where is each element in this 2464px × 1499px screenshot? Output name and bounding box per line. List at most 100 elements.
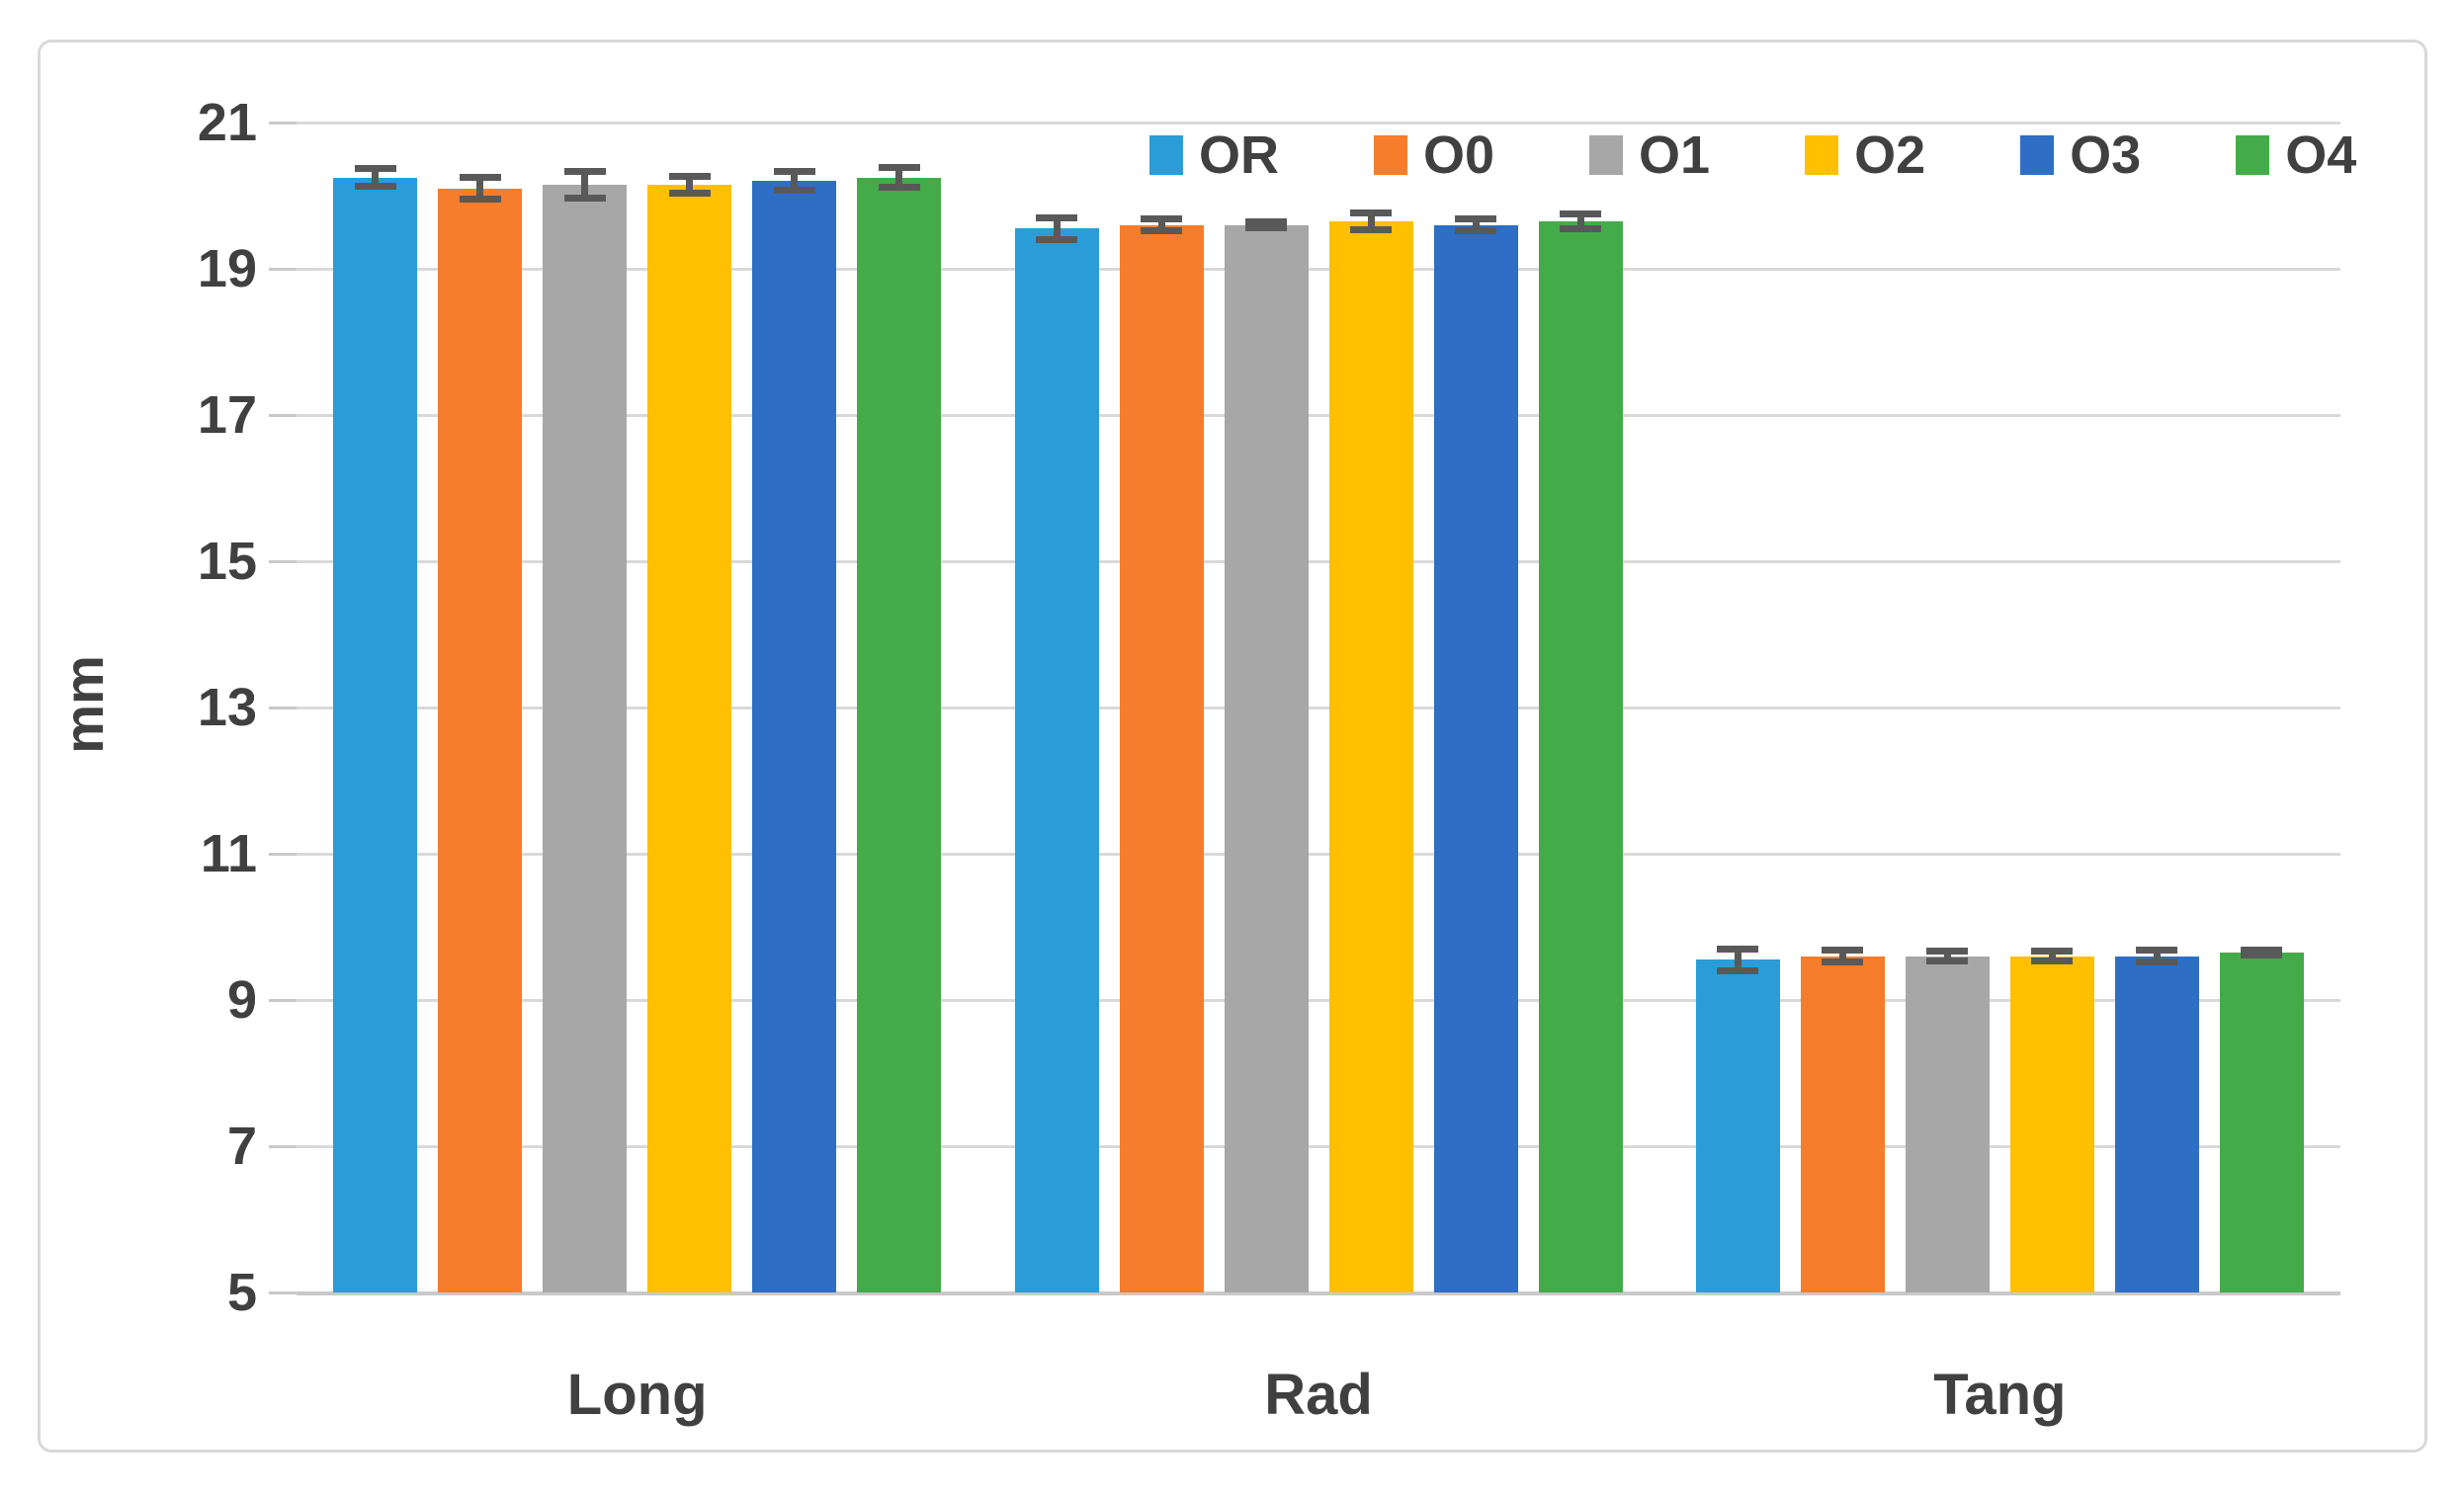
legend-item-or: OR (1149, 128, 1279, 182)
gridline (297, 559, 2340, 563)
bar-o2-long (647, 184, 732, 1292)
error-bar-cap-bottom (1245, 224, 1287, 232)
bar-o3-long (752, 181, 837, 1292)
error-bar-cap-bottom (1455, 227, 1496, 235)
x-axis-line (297, 1291, 2340, 1295)
error-bar-cap-top (459, 174, 501, 181)
y-tick-label: 11 (200, 824, 257, 883)
error-bar-cap-bottom (1141, 227, 1182, 235)
error-bar-cap-top (2031, 947, 2074, 955)
legend-item-o2: O2 (1805, 128, 1925, 182)
bar-o1-tang (1905, 956, 1990, 1292)
gridline (297, 413, 2340, 417)
error-bar-cap-top (2241, 947, 2283, 955)
error-bar-line (1943, 951, 1951, 961)
error-bar-cap-top (1141, 215, 1182, 223)
error-bar-line (1367, 212, 1375, 230)
error-bar-cap-bottom (563, 194, 606, 202)
legend-label: O2 (1854, 125, 1926, 185)
legend-swatch-icon (2020, 135, 2055, 175)
error-bar-line (1053, 217, 1061, 240)
y-tick-label: 13 (197, 678, 257, 737)
y-axis-title: mm (52, 655, 115, 754)
y-tick-mark (269, 413, 297, 417)
error-bar-line (2048, 951, 2056, 961)
y-tick-mark (269, 1291, 297, 1294)
gridline (297, 267, 2340, 271)
x-category-label-long: Long (566, 1363, 708, 1427)
y-tick-mark (269, 1144, 297, 1148)
error-bar-cap-bottom (2031, 958, 2074, 965)
error-bar-line (372, 168, 380, 187)
error-bar-cap-bottom (1926, 958, 1969, 965)
error-bar-cap-top (773, 168, 815, 176)
legend-item-o4: O4 (2236, 128, 2356, 182)
y-tick-mark (269, 559, 297, 563)
error-bar-line (1838, 950, 1846, 962)
error-bar-cap-bottom (2241, 951, 2283, 958)
legend-label: O4 (2285, 125, 2357, 185)
y-tick-label: 21 (197, 93, 257, 152)
y-tick-label: 17 (197, 385, 257, 445)
legend-item-o0: O0 (1374, 128, 1494, 182)
gridline (297, 121, 2340, 125)
y-tick-mark (269, 706, 297, 709)
error-bar-line (1576, 213, 1584, 229)
bar-o0-tang (1800, 956, 1885, 1292)
bar-or-long (333, 177, 418, 1292)
legend-label: O0 (1423, 125, 1495, 185)
error-bar-cap-top (1350, 208, 1392, 216)
bar-o4-long (857, 177, 942, 1292)
y-tick-mark (269, 852, 297, 856)
y-tick-mark (269, 998, 297, 1002)
y-tick-label: 19 (197, 239, 257, 298)
error-bar-cap-top (878, 164, 920, 172)
legend-item-o1: O1 (1589, 128, 1710, 182)
gridline (297, 852, 2340, 856)
y-tick-label: 5 (226, 1263, 257, 1322)
bar-o0-long (438, 188, 523, 1292)
bar-o1-long (543, 184, 628, 1292)
error-bar-cap-bottom (354, 182, 396, 190)
bar-o1-rad (1224, 224, 1309, 1292)
gridline (297, 1144, 2340, 1148)
error-bar-line (686, 176, 694, 194)
error-bar-cap-bottom (668, 190, 711, 198)
legend-label: OR (1199, 125, 1279, 185)
error-bar-cap-top (563, 168, 606, 176)
error-bar-cap-top (1036, 213, 1077, 221)
bar-o2-tang (2009, 956, 2094, 1292)
legend-swatch-icon (1589, 135, 1624, 175)
error-bar-cap-top (2136, 947, 2178, 955)
error-bar-line (791, 171, 799, 191)
bar-o4-tang (2219, 952, 2304, 1292)
error-bar-line (1472, 218, 1480, 231)
legend-item-o3: O3 (2020, 128, 2141, 182)
error-bar-cap-bottom (1350, 226, 1392, 234)
error-bar-cap-top (1455, 215, 1496, 223)
error-bar-line (2153, 950, 2161, 962)
bar-o4-rad (1538, 220, 1623, 1292)
bar-o3-rad (1433, 224, 1518, 1292)
gridline (297, 998, 2340, 1002)
error-bar-cap-bottom (1036, 235, 1077, 243)
legend-swatch-icon (2236, 135, 2270, 175)
legend-label: O3 (2070, 125, 2142, 185)
error-bar-cap-bottom (878, 183, 920, 191)
error-bar-cap-bottom (2136, 958, 2178, 966)
error-bar-cap-bottom (1822, 958, 1864, 966)
legend-label: O1 (1639, 125, 1711, 185)
y-tick-label: 7 (226, 1117, 257, 1176)
y-tick-label: 9 (226, 970, 257, 1030)
bar-or-rad (1014, 228, 1099, 1292)
error-bar-cap-top (1560, 210, 1601, 217)
x-category-label-rad: Rad (1264, 1363, 1373, 1427)
y-tick-mark (269, 121, 297, 125)
x-category-label-tang: Tang (1933, 1363, 2067, 1427)
error-bar-cap-bottom (773, 187, 815, 195)
bar-or-tang (1695, 959, 1780, 1292)
legend-swatch-icon (1805, 135, 1839, 175)
error-bar-line (581, 171, 589, 199)
bar-o0-rad (1119, 224, 1204, 1292)
